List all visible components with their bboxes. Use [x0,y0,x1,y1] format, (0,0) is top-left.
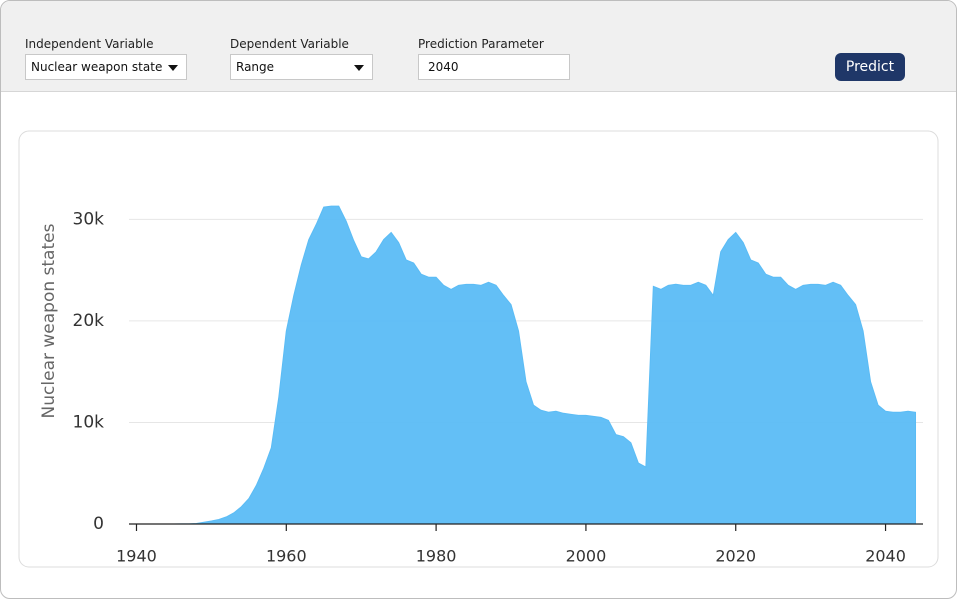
field-label: Independent Variable [25,37,154,51]
y-axis-label: Nuclear weapon states [39,223,59,418]
x-tick-label: 1960 [266,547,307,566]
input-value: 2040 [428,60,459,74]
caret [354,65,364,71]
field-label: Dependent Variable [230,37,349,51]
predict-button[interactable]: Predict [835,53,905,81]
y-tick-label: 30k [73,209,105,229]
select-value: Nuclear weapon state [31,60,163,74]
select-value: Range [236,60,275,74]
area [173,205,917,525]
x-tick-label: 2000 [566,547,607,566]
caret [168,65,178,71]
x-tick-label: 1980 [416,547,457,566]
x-tick-label: 2040 [865,547,906,566]
x-tick-label: 2020 [715,547,756,566]
independent-select[interactable]: Nuclear weapon state [25,54,187,80]
x-tick-label: 1940 [116,547,157,566]
toolbar: Independent Variable Nuclear weapon stat… [1,1,956,92]
parameter-input[interactable]: 2040 [418,54,570,80]
dependent-select[interactable]: Range [230,54,373,80]
y-tick-label: 0 [93,514,104,534]
y-tick-label: 10k [73,412,105,432]
y-tick-label: 20k [73,311,105,331]
field-label: Prediction Parameter [418,37,544,51]
